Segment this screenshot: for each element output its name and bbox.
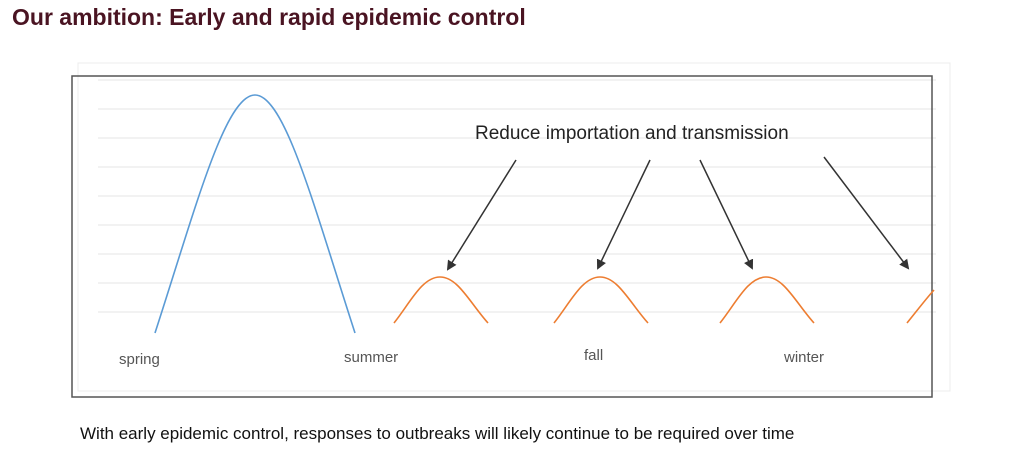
- arrows: [446, 156, 910, 271]
- arrow: [699, 159, 754, 270]
- arrow: [823, 156, 910, 270]
- annotation-label: Reduce importation and transmission: [475, 123, 789, 144]
- season-label-fall: fall: [584, 347, 603, 364]
- small-wave-curve: [719, 276, 815, 324]
- season-label-summer: summer: [344, 349, 398, 366]
- slide-title: Our ambition: Early and rapid epidemic c…: [12, 4, 526, 30]
- small-wave-curve: [393, 276, 489, 324]
- large-wave-curve: [154, 94, 356, 334]
- caption-text: With early epidemic control, responses t…: [80, 424, 795, 443]
- arrow: [596, 159, 651, 270]
- season-label-spring: spring: [119, 351, 160, 368]
- season-label-winter: winter: [783, 349, 824, 366]
- arrow: [446, 159, 517, 271]
- small-wave-curve: [553, 276, 649, 324]
- small-wave-curve: [906, 289, 935, 324]
- gridlines: [98, 79, 936, 313]
- outer-frame: [77, 62, 951, 392]
- diagram-frame: [71, 75, 933, 398]
- small-waves: [393, 276, 935, 324]
